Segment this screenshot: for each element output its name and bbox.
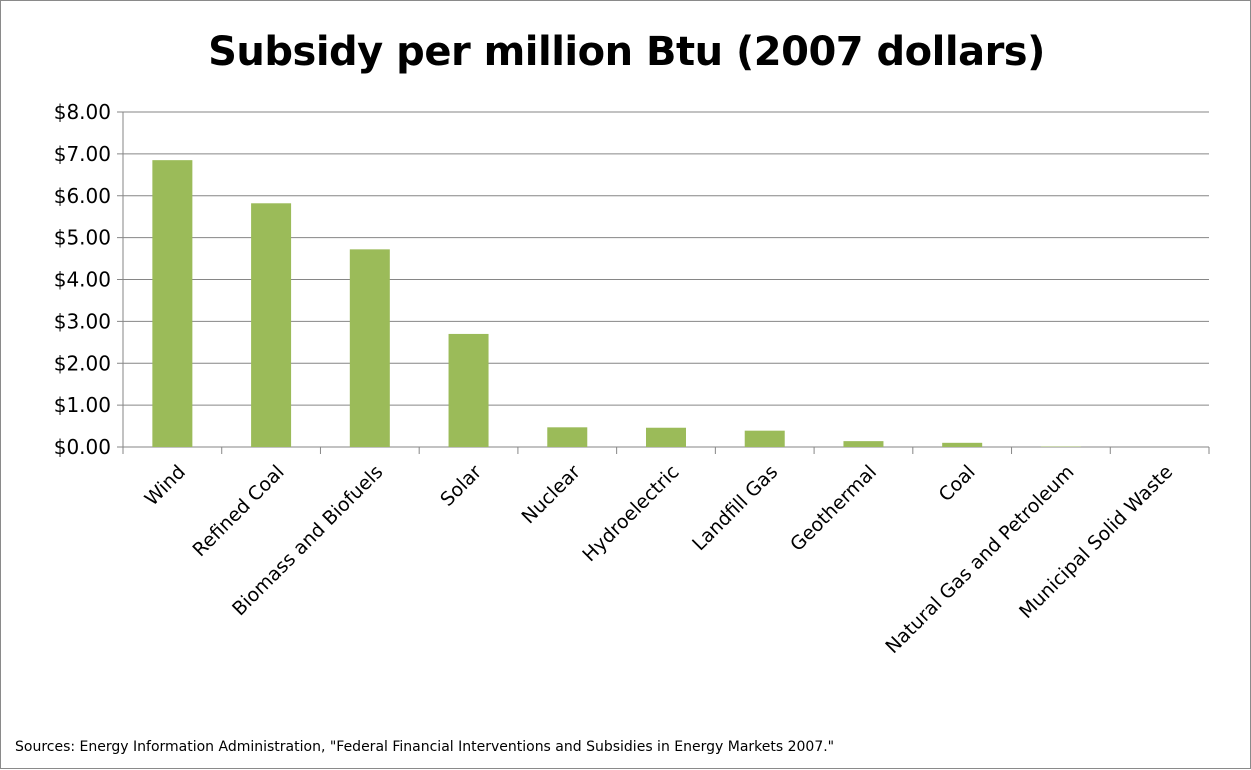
bar bbox=[843, 441, 883, 447]
bar bbox=[251, 203, 291, 447]
y-tick-label: $3.00 bbox=[54, 309, 111, 333]
bar bbox=[547, 427, 587, 447]
bar bbox=[449, 334, 489, 447]
y-tick-label: $6.00 bbox=[54, 184, 111, 208]
y-tick-label: $8.00 bbox=[54, 100, 111, 124]
y-tick-label: $1.00 bbox=[54, 393, 111, 417]
x-tick-label: Nuclear bbox=[518, 461, 585, 528]
y-tick-label: $0.00 bbox=[54, 435, 111, 459]
bar bbox=[350, 249, 390, 447]
bar bbox=[745, 431, 785, 447]
x-tick-label: Refined Coal bbox=[188, 461, 288, 561]
bar bbox=[646, 428, 686, 447]
bar bbox=[152, 160, 192, 447]
x-tick-label: Coal bbox=[935, 461, 980, 506]
bar bbox=[942, 443, 982, 447]
x-tick-label: Hydroelectric bbox=[578, 461, 683, 566]
source-note: Sources: Energy Information Administrati… bbox=[15, 739, 834, 755]
y-tick-label: $5.00 bbox=[54, 226, 111, 250]
x-tick-label: Solar bbox=[436, 461, 486, 511]
x-tick-label: Natural Gas and Petroleum bbox=[881, 461, 1078, 658]
y-tick-label: $7.00 bbox=[54, 142, 111, 166]
y-tick-label: $2.00 bbox=[54, 351, 111, 375]
x-tick-label: Landfill Gas bbox=[688, 461, 782, 555]
x-tick-label: Wind bbox=[141, 461, 190, 510]
x-tick-label: Geothermal bbox=[786, 461, 881, 556]
y-tick-label: $4.00 bbox=[54, 268, 111, 292]
